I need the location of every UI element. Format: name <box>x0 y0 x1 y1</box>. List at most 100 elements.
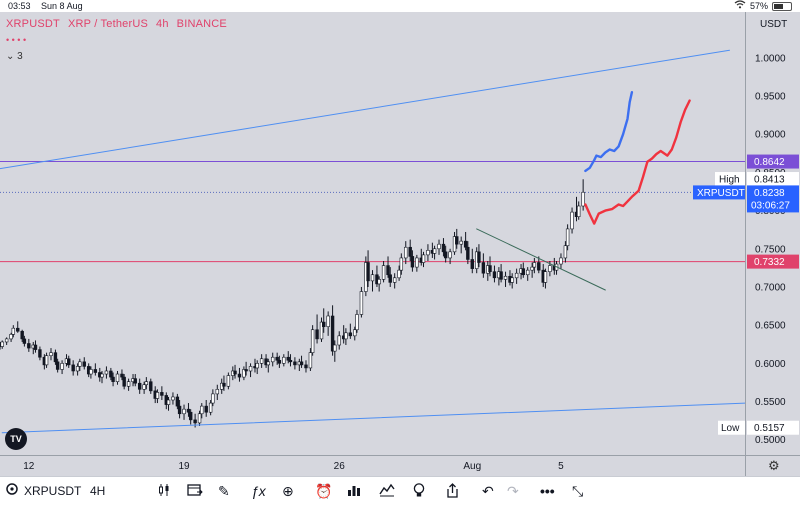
candle-body <box>288 359 293 363</box>
candle <box>463 231 468 251</box>
candles-icon[interactable] <box>157 483 171 500</box>
candle-body <box>310 329 315 353</box>
candle-body <box>71 364 75 372</box>
lower-trendline <box>1 402 746 434</box>
candle-body <box>215 389 219 395</box>
candle <box>388 267 392 287</box>
candle <box>4 337 9 346</box>
candle <box>503 271 508 287</box>
candle <box>233 364 237 379</box>
add-icon[interactable]: ⊕ <box>282 483 294 499</box>
replay-icon[interactable] <box>379 483 395 500</box>
candle <box>104 366 109 379</box>
toolbar-symbol[interactable]: XRPUSDT <box>24 484 82 498</box>
alarm-clock-icon[interactable]: ⏰ <box>315 483 333 499</box>
price-chart[interactable]: High XRPUSDT Low <box>0 12 746 455</box>
undo-icon[interactable]: ↶ <box>482 483 494 499</box>
price-tick-label: 0.6500 <box>755 321 786 332</box>
candle <box>171 392 175 405</box>
candle <box>100 370 104 384</box>
candle-body <box>89 369 93 375</box>
candle-body <box>4 338 9 343</box>
candle <box>109 367 113 381</box>
candle-body <box>370 274 375 282</box>
candle-body <box>275 356 279 361</box>
candle <box>222 375 226 391</box>
candle <box>293 357 297 370</box>
candle-body <box>242 369 246 378</box>
chart-legend[interactable]: XRPUSDT XRP / TetherUS 4h BINANCE <box>6 18 235 30</box>
bar-chart-icon[interactable] <box>347 483 361 500</box>
candle <box>133 374 137 387</box>
candle <box>67 355 71 368</box>
candle-body <box>481 262 486 274</box>
currency-label: USDT <box>760 19 787 30</box>
pencil-icon[interactable]: ✎ <box>218 483 230 499</box>
candle <box>186 403 191 417</box>
candle-body <box>404 246 408 259</box>
candle-body <box>255 363 259 369</box>
candle <box>142 381 146 394</box>
legend-dots-icon[interactable]: • • • • <box>6 35 27 45</box>
time-tick-label: 12 <box>23 461 35 472</box>
candle <box>38 346 42 361</box>
share-icon[interactable] <box>446 483 459 501</box>
candle <box>319 317 324 342</box>
candle-body <box>104 370 109 375</box>
candle-body <box>120 373 124 378</box>
candle-body <box>308 352 313 369</box>
status-time: 03:53 <box>8 1 31 11</box>
time-axis-scale[interactable]: 12 19 26 Aug 5 <box>0 456 745 476</box>
candle-body <box>248 366 253 372</box>
toolbar-interval[interactable]: 4H <box>90 484 106 498</box>
candle <box>215 384 219 401</box>
gear-icon[interactable]: ⚙ <box>768 458 780 473</box>
time-tick-label: Aug <box>463 461 481 472</box>
battery-icon <box>772 1 792 11</box>
indicator-toggle[interactable]: ⌄ 3 <box>6 51 23 62</box>
candle-body <box>244 369 248 372</box>
candle-body <box>11 327 16 335</box>
candle-body <box>109 370 113 378</box>
candle-body <box>537 262 541 271</box>
candle <box>510 273 514 289</box>
candle-body <box>177 405 182 415</box>
candle <box>455 228 459 249</box>
candle-body <box>16 327 20 332</box>
candle-body <box>55 361 60 370</box>
candle <box>310 325 315 356</box>
candle <box>264 354 268 368</box>
candle-body <box>530 266 534 271</box>
candle <box>286 351 290 364</box>
time-tick-label: 26 <box>334 461 346 472</box>
price-tick-label: 0.7000 <box>755 282 786 293</box>
candle <box>355 309 359 333</box>
last-price-symbol-bg <box>693 185 745 200</box>
redo-icon[interactable]: ↷ <box>507 483 519 499</box>
candle <box>271 352 275 367</box>
high-label-bg <box>715 172 745 187</box>
time-axis[interactable]: 12 19 26 Aug 5 <box>0 455 745 476</box>
symbol-search-icon[interactable] <box>6 483 18 500</box>
compare-icon[interactable] <box>187 483 203 500</box>
candle <box>9 332 13 342</box>
lightbulb-icon[interactable] <box>413 483 425 501</box>
last-price-tag <box>747 185 799 213</box>
candle-body <box>366 262 370 282</box>
candle <box>200 403 204 419</box>
candle-body <box>381 265 386 280</box>
candle <box>177 400 182 419</box>
price-axis-scale[interactable]: USDT1.00000.95000.90000.85000.80000.7500… <box>746 12 800 455</box>
chart-area[interactable]: High XRPUSDT Low <box>0 12 746 455</box>
fullscreen-icon[interactable]: ⤡ <box>572 483 584 499</box>
candle-body <box>155 392 160 399</box>
candle <box>111 372 115 387</box>
candle <box>20 329 24 342</box>
price-axis[interactable]: USDT1.00000.95000.90000.85000.80000.7500… <box>745 12 800 455</box>
candle <box>55 358 60 373</box>
candle-body <box>344 332 348 340</box>
more-icon[interactable]: ••• <box>540 483 555 499</box>
fx-indicators-icon[interactable]: ƒx <box>251 483 266 499</box>
candle-body <box>144 381 149 386</box>
candle <box>78 358 82 371</box>
